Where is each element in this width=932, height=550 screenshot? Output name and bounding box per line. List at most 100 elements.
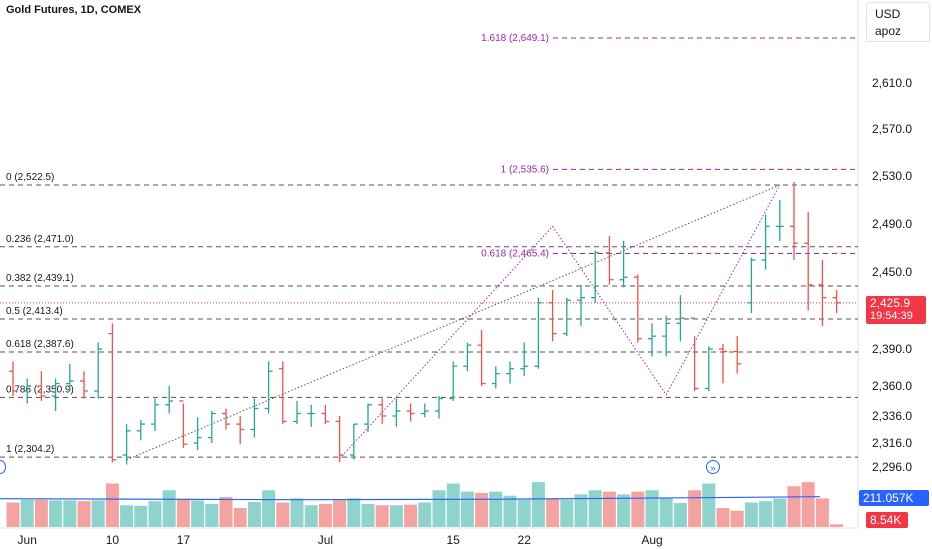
fib-level-label: 0.786 (2,350.9) bbox=[6, 384, 74, 395]
price-axis-tick-label: 2,450.0 bbox=[872, 265, 912, 279]
volume-bar bbox=[475, 493, 489, 527]
volume-bar bbox=[546, 498, 560, 527]
volume-bar bbox=[815, 498, 829, 527]
volume-bar bbox=[304, 505, 318, 527]
time-axis-tick-label: Jun bbox=[18, 533, 37, 547]
volume-bar bbox=[688, 490, 702, 527]
volume-bar bbox=[176, 499, 190, 527]
time-axis-tick-label: 22 bbox=[518, 533, 532, 547]
volume-bar bbox=[6, 502, 20, 527]
price-axis-tick-label: 2,390.0 bbox=[872, 342, 912, 356]
fib-extension-label: 1 (2,535.6) bbox=[501, 164, 549, 175]
trend-lines-group[interactable] bbox=[126, 184, 781, 461]
volume-bar bbox=[91, 500, 105, 527]
volume-bar bbox=[602, 491, 616, 527]
fib-extension-label: 0.618 (2,465.4) bbox=[481, 249, 549, 260]
user-label: apoz bbox=[875, 24, 902, 38]
volume-bar bbox=[105, 483, 119, 527]
volume-current-tag: 8.54K bbox=[866, 512, 908, 528]
volume-bar bbox=[276, 502, 290, 527]
volume-bar bbox=[389, 505, 403, 527]
volume-bar bbox=[830, 524, 844, 527]
volume-bar bbox=[290, 498, 304, 527]
volume-bars-group bbox=[0, 482, 844, 527]
fib-zigzag-line bbox=[339, 184, 781, 459]
volume-bar bbox=[375, 505, 389, 527]
volume-ma-tag: 211.057K bbox=[859, 490, 929, 506]
volume-bar bbox=[574, 494, 588, 527]
volume-bar bbox=[162, 490, 176, 527]
volume-bar bbox=[645, 490, 659, 527]
fib-level-label: 0.382 (2,439.1) bbox=[6, 273, 74, 284]
volume-bar bbox=[531, 482, 545, 527]
currency-label: USD bbox=[875, 7, 901, 21]
price-axis-tick-label: 2,490.0 bbox=[872, 217, 912, 231]
volume-bar bbox=[432, 490, 446, 527]
volume-bar bbox=[489, 491, 503, 527]
volume-bar bbox=[120, 505, 134, 527]
volume-bar bbox=[744, 502, 758, 527]
volume-bar bbox=[20, 499, 34, 527]
fib-level-label: 0.236 (2,471.0) bbox=[6, 234, 74, 245]
volume-bar bbox=[247, 501, 261, 527]
fib-retracement-group[interactable]: 0 (2,522.5) 0.236 (2,471.0) 0.382 (2,439.1… bbox=[0, 172, 858, 458]
volume-bar bbox=[134, 505, 148, 527]
volume-ma-line bbox=[0, 496, 821, 501]
price-axis-tick-label: 2,360.0 bbox=[872, 379, 912, 393]
volume-bar bbox=[361, 503, 375, 527]
volume-bar bbox=[49, 500, 63, 527]
volume-bar bbox=[631, 491, 645, 527]
volume-bar bbox=[617, 494, 631, 527]
price-axis-ticks: 2,296.0 2,316.0 2,336.0 2,360.0 2,390.0 2,450… bbox=[872, 76, 912, 474]
ohlc-bars-group bbox=[9, 182, 841, 465]
time-axis-tick-label: Aug bbox=[641, 533, 662, 547]
fib-level-label: 0.618 (2,387.6) bbox=[6, 339, 74, 350]
volume-bar bbox=[63, 500, 77, 527]
volume-bar bbox=[673, 503, 687, 527]
volume-bar bbox=[148, 501, 162, 527]
fib-level-label: 0.5 (2,413.4) bbox=[6, 306, 63, 317]
chart-title: Gold Futures, 1D, COMEX bbox=[6, 4, 142, 16]
volume-bar bbox=[77, 501, 91, 527]
volume-bar bbox=[233, 507, 247, 527]
volume-bar bbox=[205, 503, 219, 527]
volume-bar bbox=[588, 490, 602, 527]
time-axis-tick-label: Jul bbox=[318, 533, 333, 547]
volume-bar bbox=[517, 499, 531, 527]
price-axis-tick-label: 2,296.0 bbox=[872, 460, 912, 474]
fib-level-label: 1 (2,304.2) bbox=[6, 444, 54, 455]
fib-level-label: 0 (2,522.5) bbox=[6, 172, 54, 183]
volume-bar bbox=[262, 490, 276, 527]
currency-selector[interactable]: USD apoz bbox=[866, 2, 930, 42]
fib-extension-label: 1.618 (2,649.1) bbox=[481, 33, 549, 44]
price-axis-tick-label: 2,336.0 bbox=[872, 409, 912, 423]
last-price-value: 2,425.9 bbox=[870, 296, 911, 310]
volume-bar bbox=[219, 497, 233, 527]
bar-countdown: 19:54:39 bbox=[870, 310, 913, 322]
volume-bar bbox=[333, 500, 347, 527]
volume-bar bbox=[759, 501, 773, 527]
trend-line bbox=[126, 184, 780, 461]
price-axis-tick-label: 2,570.0 bbox=[872, 122, 912, 136]
volume-bar bbox=[787, 486, 801, 527]
time-axis-tick-label: 10 bbox=[106, 533, 120, 547]
volume-bar bbox=[191, 500, 205, 527]
volume-bar bbox=[347, 498, 361, 527]
volume-bar bbox=[34, 499, 48, 527]
volume-bar bbox=[560, 499, 574, 527]
time-axis-tick-label: 15 bbox=[447, 533, 461, 547]
time-axis-ticks: Jun 10 17 Jul 15 22 Aug bbox=[18, 533, 663, 547]
price-axis-tick-label: 2,316.0 bbox=[872, 436, 912, 450]
volume-bar bbox=[318, 503, 332, 527]
time-axis-tick-label: 17 bbox=[177, 533, 191, 547]
volume-bar bbox=[716, 507, 730, 527]
volume-bar bbox=[460, 491, 474, 527]
volume-bar bbox=[801, 482, 815, 527]
double-chevron-right-icon[interactable]: » bbox=[706, 460, 720, 474]
fib-extension-group[interactable]: 1.618 (2,649.1) 1 (2,535.6) 0.618 (2,465.4… bbox=[481, 33, 858, 260]
volume-bar bbox=[446, 483, 460, 527]
volume-bar bbox=[773, 498, 787, 527]
price-axis-tick-label: 2,610.0 bbox=[872, 76, 912, 90]
volume-bar bbox=[418, 502, 432, 527]
